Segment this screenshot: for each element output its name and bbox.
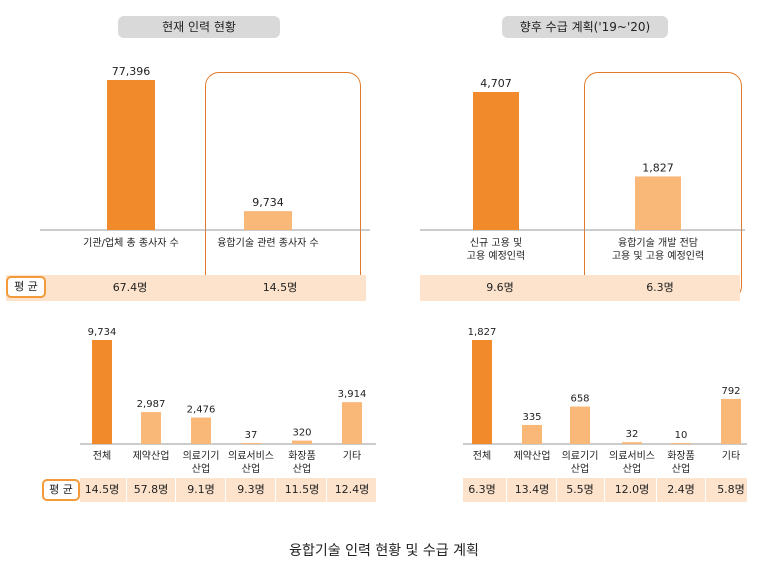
bar bbox=[244, 211, 292, 230]
avg-label-top: 평 균 bbox=[6, 276, 46, 298]
bar bbox=[635, 176, 681, 230]
data-label: 335 bbox=[522, 412, 541, 423]
avg-cell-industry-current-1: 57.8명 bbox=[127, 478, 176, 502]
data-label: 32 bbox=[626, 429, 639, 440]
bar bbox=[191, 417, 211, 444]
data-label: 658 bbox=[570, 394, 589, 405]
bar bbox=[472, 340, 492, 444]
category-label: 제약산업 bbox=[133, 449, 170, 462]
avg-cell-convergence-staff: 14.5명 bbox=[262, 281, 298, 294]
avg-cell-industry-current-0: 14.5명 bbox=[78, 478, 127, 502]
avg-cell-industry-plan-2: 5.5명 bbox=[556, 478, 605, 502]
data-label: 3,914 bbox=[338, 389, 367, 400]
bar bbox=[522, 424, 542, 444]
avg-cell-industry-current-5: 12.4명 bbox=[334, 483, 370, 496]
category-label: 전체 bbox=[93, 450, 111, 462]
data-label: 9,734 bbox=[252, 196, 284, 209]
avg-cell-total-staff: 67.4명 bbox=[112, 281, 148, 294]
bar bbox=[622, 442, 642, 444]
data-label: 1,827 bbox=[468, 327, 497, 338]
figure-caption: 융합기술 인력 현황 및 수급 계획 bbox=[289, 543, 479, 559]
data-label: 77,396 bbox=[112, 65, 151, 78]
avg-cell-convergence-hire: 6.3명 bbox=[646, 281, 674, 294]
avg-cell-new-hire: 9.6명 bbox=[486, 281, 514, 294]
bar bbox=[141, 412, 161, 444]
data-label: 2,476 bbox=[187, 405, 216, 416]
avg-cell-industry-current-4: 11.5명 bbox=[278, 478, 327, 502]
category-label: 기관/업체 총 종사자 수 bbox=[83, 236, 179, 249]
data-label: 1,827 bbox=[642, 161, 674, 174]
avg-cell-industry-current-3: 9.3명 bbox=[227, 478, 276, 502]
category-label: 의료서비스 산업 bbox=[228, 450, 274, 475]
data-label: 10 bbox=[675, 430, 688, 441]
data-label: 2,987 bbox=[137, 399, 166, 410]
bar bbox=[92, 340, 112, 444]
bar bbox=[241, 443, 261, 444]
category-label: 전체 bbox=[473, 450, 491, 462]
data-label: 320 bbox=[292, 428, 311, 439]
bar bbox=[107, 80, 155, 230]
bar bbox=[721, 398, 741, 444]
bar bbox=[342, 402, 362, 444]
category-label: 제약산업 bbox=[514, 449, 551, 462]
category-label: 화장품 산업 bbox=[667, 450, 695, 475]
bar bbox=[292, 440, 312, 444]
category-label: 융합기술 관련 종사자 수 bbox=[217, 237, 319, 249]
category-label: 의료서비스 산업 bbox=[609, 450, 655, 475]
avg-cell-industry-current-2: 9.1명 bbox=[177, 478, 226, 502]
panel-title-current: 현재 인력 현황 bbox=[118, 16, 280, 38]
avg-cell-industry-plan-0: 6.3명 bbox=[458, 478, 507, 502]
avg-cell-industry-plan-4: 2.4명 bbox=[657, 478, 706, 502]
data-label: 4,707 bbox=[480, 77, 512, 90]
panel-title-plan: 향후 수급 계획('19~'20) bbox=[502, 16, 668, 38]
avg-label-bottom: 평 균 bbox=[42, 479, 80, 501]
bar bbox=[671, 443, 691, 444]
category-label: 신규 고용 및 고용 예정인력 bbox=[467, 237, 525, 262]
data-label: 9,734 bbox=[88, 327, 117, 338]
avg-row-top-right bbox=[420, 275, 740, 301]
avg-cell-industry-plan-3: 12.0명 bbox=[608, 478, 657, 502]
data-label: 37 bbox=[245, 430, 258, 441]
data-label: 792 bbox=[721, 386, 740, 397]
avg-cell-industry-plan-5: 5.8명 bbox=[717, 483, 745, 496]
avg-row-bottom-right bbox=[463, 478, 747, 502]
category-label: 기타 bbox=[343, 450, 361, 462]
category-label: 의료기기 산업 bbox=[183, 450, 220, 475]
avg-row-top-left bbox=[6, 275, 366, 301]
bar bbox=[570, 406, 590, 444]
category-label: 의료기기 산업 bbox=[562, 450, 599, 475]
bar bbox=[473, 92, 519, 230]
category-label: 화장품 산업 bbox=[288, 450, 316, 475]
category-label: 융합기술 개발 전담 고용 및 고용 예정인력 bbox=[612, 237, 704, 262]
category-label: 기타 bbox=[722, 450, 740, 462]
avg-cell-industry-plan-1: 13.4명 bbox=[508, 478, 557, 502]
